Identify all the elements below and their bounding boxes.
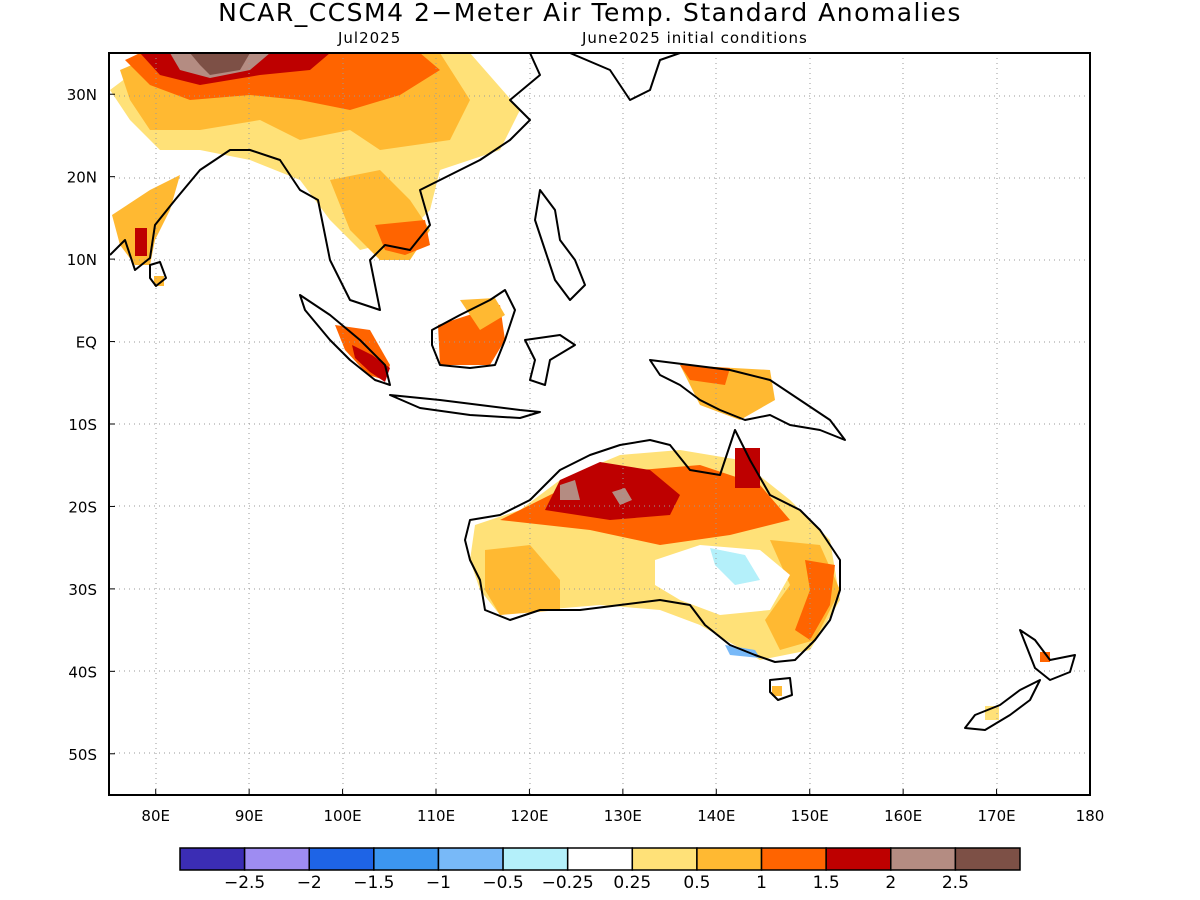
sumatra-coastline — [299, 294, 391, 386]
colorbar-label: −1 — [426, 873, 451, 893]
lon-tick-label: 90E — [235, 807, 264, 825]
lon-tick-label: 110E — [417, 807, 455, 825]
australia-north-hot — [545, 462, 680, 520]
colorbar-swatch — [631, 847, 698, 871]
lon-tick-label: 100E — [324, 807, 362, 825]
nz-north-coastline — [1019, 629, 1076, 681]
forecast-month: Jul2025 — [338, 29, 402, 47]
lat-tick-label: 40S — [68, 663, 97, 681]
colorbar-swatch — [566, 847, 634, 871]
colorbar-label: 2.5 — [942, 873, 969, 893]
lon-tick-label: 160E — [884, 807, 922, 825]
colorbar-label: −0.5 — [482, 873, 523, 893]
lat-tick-label: 50S — [68, 746, 97, 764]
lon-tick-label: 130E — [604, 807, 642, 825]
latitude-ticks: 30N 20N 10N EQ 10S 20S 30S 40S 50S — [67, 86, 115, 764]
initial-conditions: June2025 initial conditions — [582, 29, 808, 47]
colorbar-label: −2.5 — [224, 873, 265, 893]
colorbar-swatch — [890, 847, 957, 871]
australia-west-region — [485, 545, 560, 615]
australia-south-cool — [725, 645, 760, 658]
lat-tick-label: 20N — [67, 169, 97, 187]
colorbar-swatch — [437, 847, 504, 871]
grid-lines — [109, 53, 1090, 795]
sri-lanka-coastline — [149, 261, 167, 287]
colorbar-swatch — [760, 847, 827, 871]
japan-coastline — [569, 53, 681, 101]
colorbar-label: −0.25 — [542, 873, 594, 893]
colorbar-swatch — [825, 847, 892, 871]
sumatra-hot-region — [352, 345, 390, 382]
colorbar-label: 2 — [885, 873, 896, 893]
lon-tick-label: 120E — [510, 807, 548, 825]
nt-peak-patch — [612, 488, 632, 505]
new-guinea-strong-region — [680, 365, 730, 385]
coastlines — [109, 53, 1076, 731]
lon-tick-label: 140E — [697, 807, 735, 825]
colorbar-label: 0.25 — [613, 873, 651, 893]
india-warm-region — [112, 175, 180, 265]
map-title: NCAR_CCSM4 2−Meter Air Temp. Standard An… — [218, 0, 962, 27]
colorbar-swatch — [308, 847, 375, 871]
ceylon-patch — [154, 276, 164, 286]
colorbar-label: 1.5 — [813, 873, 840, 893]
australia-cool-patch — [710, 548, 760, 585]
lat-tick-label: 20S — [68, 498, 97, 516]
philippines-coastline — [534, 189, 586, 301]
lat-tick-label: 10N — [67, 251, 97, 269]
longitude-ticks: 80E 90E 100E 110E 120E 130E 140E 150E 160E 170E 18… — [141, 789, 1104, 825]
colorbar-swatch — [696, 847, 763, 871]
colorbar-swatch — [954, 847, 1021, 871]
colorbar-swatch — [243, 847, 310, 871]
tasmania-patch — [772, 686, 782, 696]
anomaly-shading — [110, 53, 1050, 720]
lat-tick-label: EQ — [76, 334, 97, 352]
lon-tick-label: 150E — [791, 807, 829, 825]
colorbar-swatch — [502, 847, 569, 871]
colorbar-swatch — [373, 847, 440, 871]
lon-tick-label: 170E — [978, 807, 1016, 825]
tasmania-coastline — [769, 677, 793, 701]
new-guinea-coastline — [649, 359, 846, 441]
colorbar-label: 1 — [756, 873, 767, 893]
borneo-coastline — [431, 289, 516, 369]
lat-tick-label: 30S — [68, 581, 97, 599]
lat-tick-label: 10S — [68, 416, 97, 434]
india-hot-patch — [135, 228, 147, 256]
colorbar-label: 0.5 — [683, 873, 710, 893]
colorbar-label: −2 — [297, 873, 322, 893]
kimberley-peak-patch — [560, 480, 580, 500]
australia-neutral-region — [655, 545, 790, 615]
nz-south-coastline — [964, 679, 1041, 731]
australia-east-strong — [795, 560, 835, 640]
java-coastline — [389, 394, 541, 419]
asia-coastline — [109, 53, 541, 311]
colorbar: −2.5 −2 −1.5 −1 −0.5 −0.25 0.25 0.5 1 1.5 2 2.5 — [179, 847, 1021, 893]
nz-north-patch — [1040, 652, 1050, 662]
colorbar-swatch — [179, 847, 246, 871]
australia-coastline — [464, 429, 841, 663]
sulawesi-coastline — [524, 334, 576, 386]
lat-tick-label: 30N — [67, 86, 97, 104]
tibet-max-region — [190, 53, 250, 75]
colorbar-label: −1.5 — [353, 873, 394, 893]
lon-tick-label: 80E — [141, 807, 170, 825]
lon-tick-label: 180 — [1076, 807, 1105, 825]
borneo-north-region — [460, 298, 505, 330]
